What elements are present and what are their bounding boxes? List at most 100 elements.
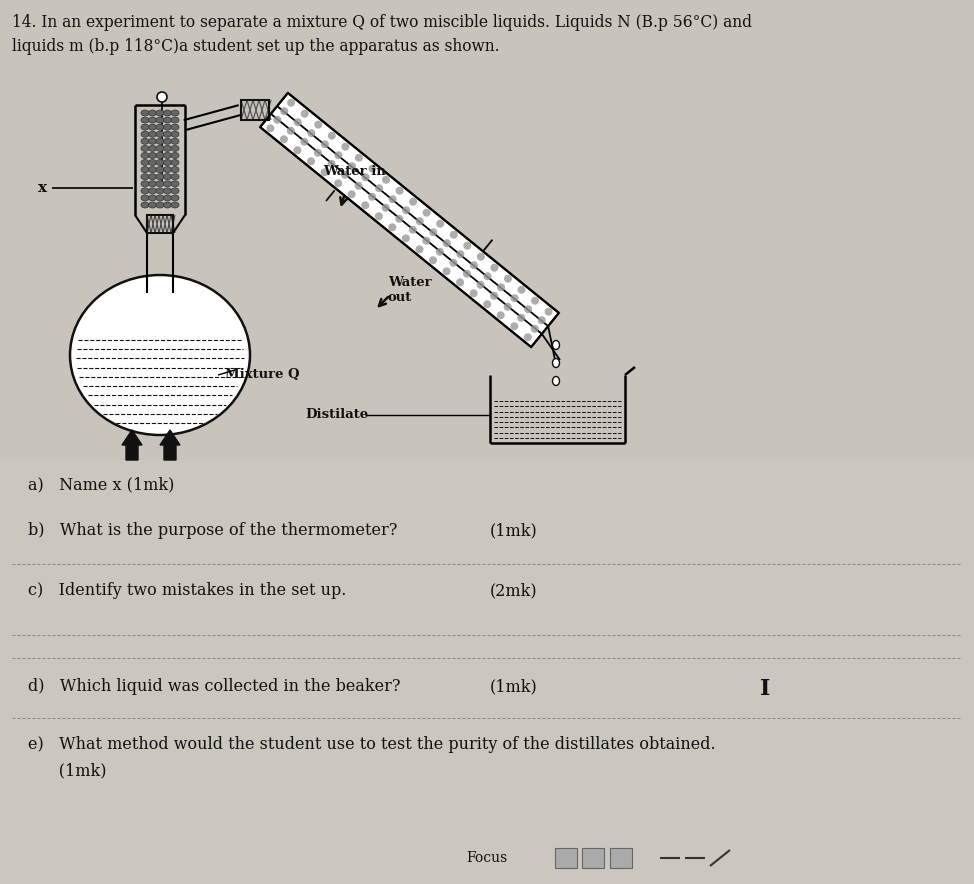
Circle shape [308, 129, 316, 137]
Circle shape [531, 324, 539, 332]
Circle shape [395, 187, 403, 194]
Circle shape [469, 262, 478, 270]
Bar [555, 848, 577, 868]
Ellipse shape [171, 131, 179, 137]
Ellipse shape [164, 138, 171, 144]
Circle shape [449, 259, 458, 267]
Circle shape [389, 224, 396, 232]
Ellipse shape [156, 138, 164, 144]
Ellipse shape [171, 124, 179, 130]
Circle shape [328, 132, 336, 140]
Ellipse shape [171, 187, 179, 194]
Ellipse shape [164, 117, 171, 123]
Ellipse shape [171, 180, 179, 187]
Text: 14. In an experiment to separate a mixture Q of two miscible liquids. Liquids N : 14. In an experiment to separate a mixtu… [12, 14, 752, 31]
Bar [0, 460, 974, 884]
Ellipse shape [156, 195, 164, 201]
Circle shape [436, 220, 444, 228]
Ellipse shape [148, 145, 157, 151]
Circle shape [375, 184, 383, 192]
Circle shape [483, 272, 492, 280]
Circle shape [341, 142, 350, 150]
FancyArrow shape [160, 430, 180, 460]
FancyArrow shape [122, 430, 142, 460]
Text: a)   Name x (1mk): a) Name x (1mk) [28, 476, 174, 493]
Ellipse shape [171, 195, 179, 201]
Circle shape [476, 281, 484, 289]
Circle shape [402, 206, 410, 214]
Ellipse shape [171, 159, 179, 165]
Circle shape [517, 286, 526, 293]
Text: (1mk): (1mk) [490, 678, 538, 695]
Circle shape [423, 209, 431, 217]
Text: d)   Which liquid was collected in the beaker?: d) Which liquid was collected in the bea… [28, 678, 400, 695]
Circle shape [389, 195, 396, 203]
Ellipse shape [164, 159, 171, 165]
Bar [241, 100, 269, 120]
Ellipse shape [164, 131, 171, 137]
Ellipse shape [156, 131, 164, 137]
Text: (1mk): (1mk) [490, 522, 538, 539]
Circle shape [327, 160, 335, 168]
Circle shape [287, 99, 295, 107]
Circle shape [368, 193, 376, 201]
Circle shape [423, 237, 431, 245]
Ellipse shape [141, 187, 149, 194]
Circle shape [355, 154, 363, 162]
Ellipse shape [164, 180, 171, 187]
Circle shape [524, 305, 532, 313]
Ellipse shape [148, 202, 157, 208]
Circle shape [287, 126, 295, 134]
Text: Mixture Q: Mixture Q [225, 369, 300, 382]
Bar [610, 848, 632, 868]
Bar [582, 848, 604, 868]
Circle shape [315, 121, 322, 129]
Ellipse shape [164, 152, 171, 158]
Circle shape [442, 267, 451, 275]
Circle shape [497, 283, 506, 291]
Circle shape [483, 301, 491, 309]
Circle shape [409, 198, 417, 206]
Circle shape [307, 157, 315, 165]
Circle shape [416, 217, 424, 225]
Text: (1mk): (1mk) [28, 762, 106, 779]
Circle shape [348, 163, 356, 171]
Ellipse shape [156, 117, 164, 123]
Circle shape [301, 110, 309, 118]
Ellipse shape [148, 173, 157, 179]
Ellipse shape [164, 166, 171, 172]
Circle shape [355, 182, 362, 190]
Ellipse shape [171, 138, 179, 144]
Ellipse shape [171, 152, 179, 158]
Ellipse shape [148, 159, 157, 165]
Ellipse shape [141, 145, 149, 151]
Ellipse shape [148, 166, 157, 172]
Ellipse shape [156, 110, 164, 116]
Circle shape [463, 270, 471, 278]
Ellipse shape [141, 195, 149, 201]
Ellipse shape [164, 173, 171, 179]
Circle shape [450, 231, 458, 239]
Circle shape [504, 275, 512, 283]
Text: x: x [38, 181, 47, 195]
Ellipse shape [171, 117, 179, 123]
Ellipse shape [156, 152, 164, 158]
Circle shape [294, 118, 302, 126]
Ellipse shape [164, 202, 171, 208]
Circle shape [544, 308, 552, 316]
Ellipse shape [148, 110, 157, 116]
Circle shape [348, 190, 356, 198]
Ellipse shape [164, 187, 171, 194]
Polygon shape [260, 93, 559, 347]
Circle shape [300, 138, 309, 146]
Circle shape [375, 212, 383, 220]
Ellipse shape [148, 152, 157, 158]
Circle shape [510, 294, 518, 302]
Circle shape [361, 202, 369, 210]
Text: e)   What method would the student use to test the purity of the distillates obt: e) What method would the student use to … [28, 736, 716, 753]
Ellipse shape [171, 173, 179, 179]
Ellipse shape [141, 180, 149, 187]
Text: I: I [760, 678, 770, 700]
Text: c)   Identify two mistakes in the set up.: c) Identify two mistakes in the set up. [28, 582, 347, 599]
Circle shape [402, 234, 410, 242]
